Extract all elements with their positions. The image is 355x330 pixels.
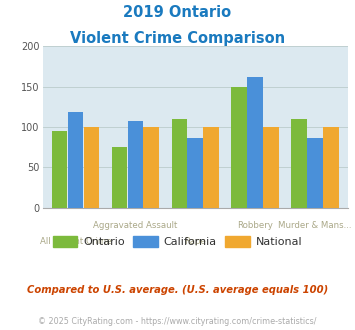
Bar — [231, 86, 247, 208]
Bar — [203, 127, 219, 208]
Bar — [171, 119, 187, 208]
Text: 2019 Ontario: 2019 Ontario — [124, 5, 231, 20]
Text: Compared to U.S. average. (U.S. average equals 100): Compared to U.S. average. (U.S. average … — [27, 285, 328, 295]
Text: © 2025 CityRating.com - https://www.cityrating.com/crime-statistics/: © 2025 CityRating.com - https://www.city… — [38, 317, 317, 326]
Bar — [52, 131, 67, 208]
Bar — [68, 113, 83, 208]
Text: Aggravated Assault: Aggravated Assault — [93, 221, 178, 230]
Bar — [307, 138, 323, 208]
Bar — [143, 127, 159, 208]
Bar — [263, 127, 279, 208]
Text: All Violent Crime: All Violent Crime — [40, 237, 111, 246]
Bar — [247, 77, 263, 208]
Bar — [291, 119, 307, 208]
Bar — [84, 127, 99, 208]
Bar — [187, 138, 203, 208]
Bar — [323, 127, 339, 208]
Text: Murder & Mans...: Murder & Mans... — [278, 221, 352, 230]
Bar — [112, 147, 127, 208]
Text: Rape: Rape — [184, 237, 206, 246]
Legend: Ontario, California, National: Ontario, California, National — [49, 232, 306, 252]
Text: Violent Crime Comparison: Violent Crime Comparison — [70, 31, 285, 46]
Bar — [127, 121, 143, 208]
Text: Robbery: Robbery — [237, 221, 273, 230]
